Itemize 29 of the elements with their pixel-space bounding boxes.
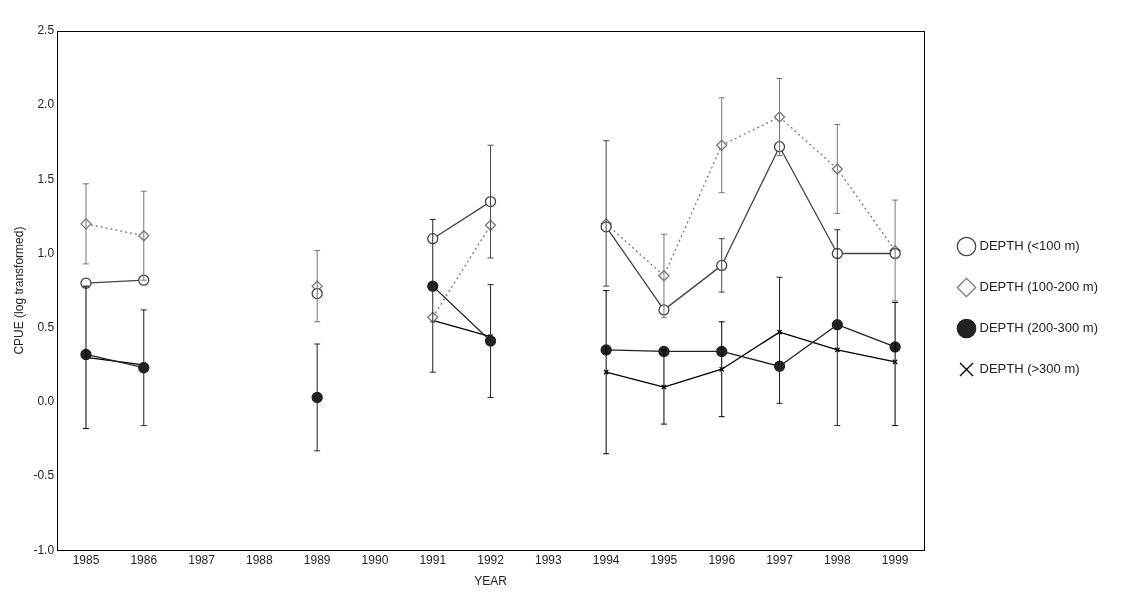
y-tick-label: -1.0 [33,542,55,557]
y-tick-label: 2.5 [37,23,55,38]
x-tick-label: 1998 [823,552,851,567]
x-tick-label: 1999 [881,552,909,567]
x-tick-label: 1993 [534,552,563,567]
x-tick-label: 1992 [477,552,505,567]
y-axis-title: CPUE (log transformed) [11,226,26,355]
y-tick-label: 1.5 [37,171,55,186]
x-tick-label: 1990 [361,552,389,567]
y-tick-label: -0.5 [33,468,55,483]
x-tick-label: 1991 [419,552,447,567]
legend-label: DEPTH (100-200 m) [979,279,1099,295]
x-tick-label: 1987 [188,552,216,567]
x-tick-label: 1997 [766,552,794,567]
x-tick-label: 1989 [303,552,331,567]
x-tick-label: 1994 [592,552,620,567]
y-tick-label: 2.0 [37,97,55,112]
legend-label: DEPTH (>300 m) [979,361,1080,377]
y-tick-label: 0.5 [37,320,55,334]
x-tick-label: 1988 [246,552,274,567]
x-tick-label: 1986 [130,552,158,567]
legend-label: DEPTH (<100 m) [979,238,1080,254]
x-tick-label: 1985 [72,552,100,567]
y-tick-label: 0.0 [37,394,55,409]
x-axis-title: YEAR [474,574,508,589]
legend-label: DEPTH (200-300 m) [979,320,1099,336]
x-tick-label: 1996 [708,552,736,567]
x-tick-label: 1995 [650,552,678,567]
y-tick-label: 1.0 [37,245,55,260]
